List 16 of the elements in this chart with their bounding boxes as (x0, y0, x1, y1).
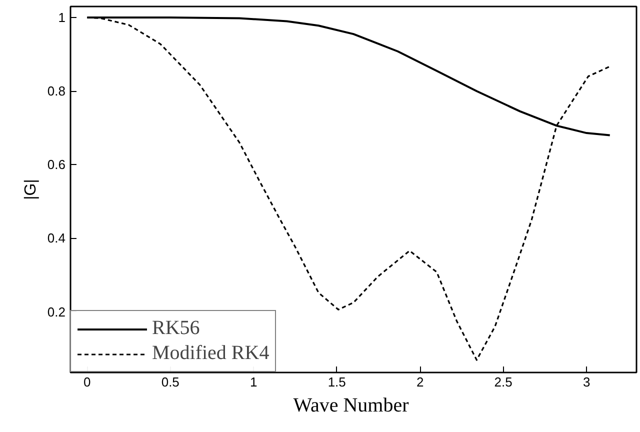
x-axis-title: Wave Number (293, 394, 410, 416)
y-tick-label: 0.6 (47, 157, 66, 172)
x-tick-label: 2 (416, 374, 424, 390)
x-tick-label: 0.5 (161, 374, 180, 390)
y-tick-label: 0.8 (47, 84, 66, 99)
x-tick-label: 1 (250, 374, 258, 390)
x-tick-label: 3 (582, 374, 590, 390)
y-tick-label: 1 (58, 10, 66, 26)
x-tick-label: 2.5 (494, 374, 512, 390)
x-tick-label: 1.5 (328, 374, 346, 390)
legend-label: Modified RK4 (152, 342, 270, 365)
legend-label: RK56 (152, 317, 200, 340)
x-tick-label: 0 (84, 374, 91, 390)
y-axis-title: |G| (22, 179, 40, 200)
y-tick-label: 0.4 (47, 230, 66, 246)
y-tick-label: 0.2 (47, 304, 66, 320)
